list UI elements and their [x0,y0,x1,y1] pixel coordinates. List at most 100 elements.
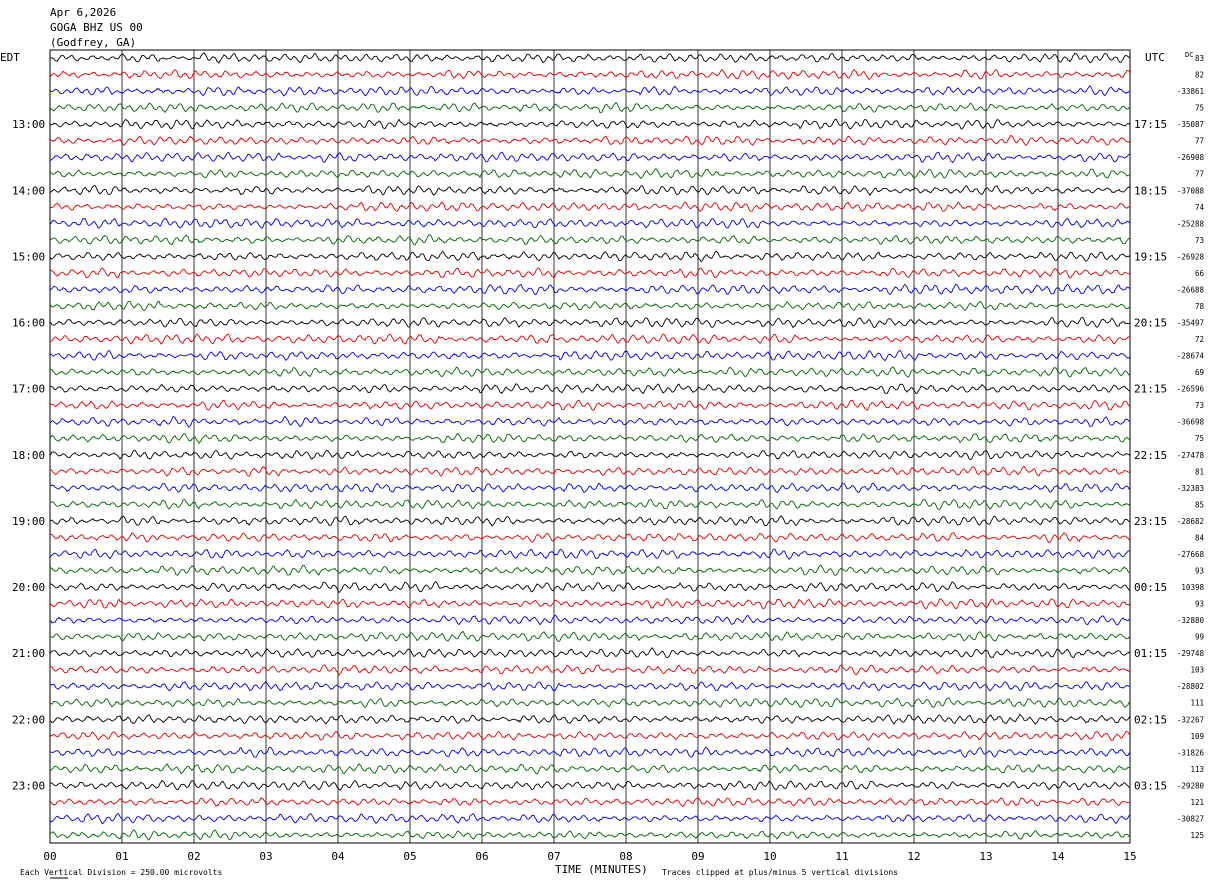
dc-value: -26688 [1177,285,1205,294]
x-axis-label: TIME (MINUTES) [555,863,648,876]
dc-value: -37088 [1177,186,1205,195]
dc-value: -27668 [1177,550,1205,559]
right-hour-label: 02:15 [1134,713,1167,726]
dc-value: 72 [1195,335,1204,344]
x-tick-label: 03 [259,850,272,863]
trace-line [49,449,1131,461]
trace-line [49,514,1131,527]
right-hour-label: 01:15 [1134,647,1167,660]
right-hour-label: 17:15 [1134,118,1167,131]
trace-line [49,134,1131,147]
trace-line [49,185,1131,197]
dc-value: -29280 [1177,781,1205,790]
seismic-traces [49,52,1131,841]
right-hour-labels: 17:15 18:15 19:15 20:15 21:15 22:15 23:15 00:15… [1134,118,1167,792]
header-date: Apr 6,2026 [50,6,116,19]
trace-line [49,267,1131,279]
dc-value: -32383 [1177,484,1204,493]
left-hour-label: 13:00 [12,118,45,131]
dc-value: -26908 [1177,153,1205,162]
dc-value: 73 [1195,236,1204,245]
dc-value: 82 [1195,71,1204,80]
trace-line [49,746,1131,758]
left-hour-label: 21:00 [12,647,45,660]
dc-value: 121 [1190,798,1204,807]
dc-value: -32880 [1177,616,1205,625]
trace-line [49,283,1131,296]
x-tick-label: 07 [547,850,560,863]
left-hour-label: 22:00 [12,713,45,726]
trace-line [49,118,1131,130]
trace-line [49,234,1131,246]
trace-line [49,201,1131,213]
dc-value: -28682 [1177,517,1204,526]
x-tick-label: 09 [691,850,704,863]
dc-value: -29748 [1177,649,1205,658]
x-tick-label: 06 [475,850,488,863]
footer-scale-text: Each Vertical Division = 250.00 microvol… [20,868,222,877]
trace-line [49,730,1131,742]
trace-line [49,532,1131,544]
dc-value: -27478 [1177,451,1205,460]
trace-line [49,598,1131,610]
header-station: GOGA BHZ US 00 [50,21,143,34]
left-hour-label: 19:00 [12,515,45,528]
left-hour-label: 23:00 [12,779,45,792]
trace-line [49,548,1131,561]
dc-value: -31826 [1177,748,1205,757]
dc-value: 113 [1190,765,1204,774]
trace-line [49,333,1131,345]
dc-value: 109 [1190,732,1204,741]
dc-value: 125 [1190,831,1204,840]
dc-value: 74 [1195,203,1205,212]
trace-line [49,217,1131,229]
left-timezone-label: EDT [0,51,20,64]
footer-clip-text: Traces clipped at plus/minus 5 vertical … [662,868,898,877]
x-tick-label: 01 [115,850,128,863]
left-hour-labels: 13:00 14:00 15:00 16:00 17:00 18:00 19:00 20:00… [12,118,45,792]
right-hour-label: 20:15 [1134,317,1167,330]
trace-line [49,151,1131,164]
trace-line [49,383,1131,395]
x-tick-label: 15 [1123,850,1136,863]
dc-value: 77 [1195,137,1204,146]
trace-line [49,300,1131,312]
left-hour-label: 17:00 [12,383,45,396]
dc-value: -25288 [1177,219,1205,228]
x-tick-label: 04 [331,850,345,863]
trace-line [49,564,1131,576]
trace-line [49,316,1131,329]
x-tick-label: 12 [907,850,920,863]
x-tick-label: 05 [403,850,416,863]
dc-value: -28802 [1177,682,1204,691]
left-hour-label: 20:00 [12,581,45,594]
x-tick-label: 00 [43,850,56,863]
dc-value-labels: 83 82 -33861 75 -35087 77 -26908 77 -37088 74 -252… [1177,54,1205,840]
trace-line [49,829,1131,841]
trace-line [49,52,1131,64]
right-timezone-label: UTC [1145,51,1165,64]
dc-value: 75 [1195,434,1204,443]
trace-line [49,432,1131,445]
x-tick-label: 02 [187,850,200,863]
dc-label: DC [1185,51,1193,59]
dc-value: 78 [1195,302,1205,311]
right-hour-label: 03:15 [1134,779,1167,792]
trace-line [49,779,1131,791]
right-hour-label: 21:15 [1134,383,1167,396]
trace-line [49,647,1131,659]
plot-grid [49,49,1131,844]
header-location: (Godfrey, GA) [50,36,136,49]
x-tick-label: 14 [1051,850,1065,863]
trace-line [50,465,1131,477]
left-hour-label: 18:00 [12,449,45,462]
trace-line [49,250,1131,263]
trace-line [49,85,1131,97]
trace-line [49,812,1131,825]
trace-line [49,713,1131,725]
trace-line [49,680,1131,692]
right-hour-label: 23:15 [1134,515,1167,528]
dc-value: 111 [1190,699,1204,708]
dc-value: 93 [1195,566,1204,575]
trace-line [49,482,1131,494]
